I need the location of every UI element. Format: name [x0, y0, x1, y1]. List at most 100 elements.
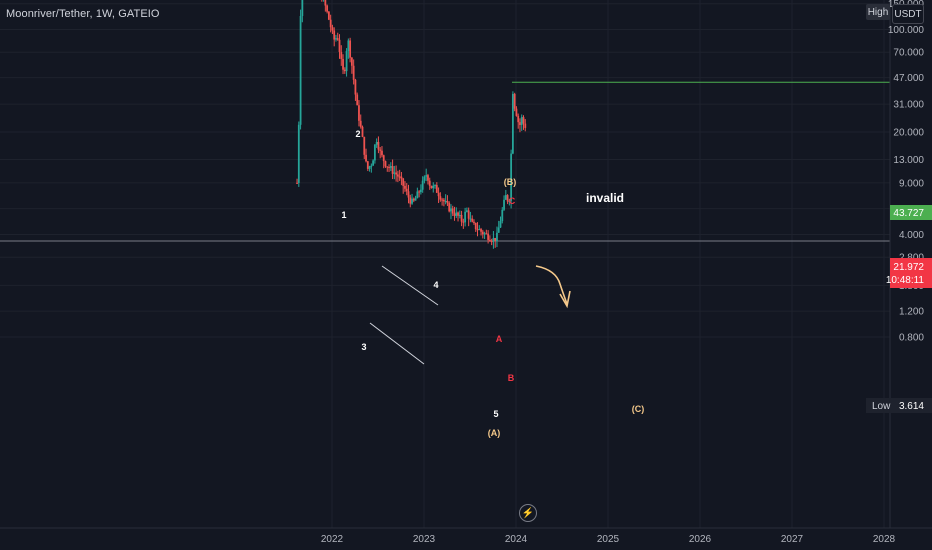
- candle-body: [342, 58, 344, 70]
- price-label-green-value: 43.727: [893, 208, 924, 219]
- candle-body: [490, 241, 493, 243]
- candle-body: [352, 65, 355, 80]
- candle-body: [416, 191, 419, 199]
- channel-upper-line[interactable]: [381, 265, 439, 306]
- candle-body: [469, 218, 472, 220]
- candle-body: [418, 191, 421, 193]
- scale-mode-button[interactable]: High: [866, 4, 890, 20]
- candle-body: [501, 209, 504, 222]
- candle-body: [448, 202, 451, 212]
- candle-body: [451, 208, 454, 214]
- candle-body: [405, 188, 408, 192]
- price-tick-label: 4.000: [899, 230, 924, 241]
- candle-body: [299, 15, 302, 125]
- drawings[interactable]: [369, 265, 571, 365]
- candle-body: [428, 180, 431, 186]
- invalid-annotation: invalid: [586, 191, 624, 205]
- candle-body: [481, 231, 484, 235]
- candle-body: [511, 93, 514, 154]
- candle-body: [373, 144, 376, 161]
- candle-body: [435, 185, 438, 193]
- candle-body: [338, 39, 341, 52]
- candle-body: [347, 40, 350, 52]
- candle-body: [335, 38, 337, 40]
- time-tick-label: 2025: [597, 534, 620, 545]
- candle-body: [453, 213, 456, 216]
- low-label-value: 3.614: [899, 401, 924, 412]
- candle-body: [430, 185, 433, 189]
- bar-countdown: 10:48:11: [886, 275, 925, 286]
- candle-body: [423, 176, 426, 181]
- candle-body: [421, 180, 424, 190]
- wave-label: 2: [355, 129, 360, 139]
- candle-body: [395, 172, 398, 175]
- candle-body: [441, 199, 444, 201]
- candle-body: [455, 212, 458, 216]
- candle-body: [446, 201, 449, 203]
- candle-body: [465, 210, 468, 212]
- price-tick-label: 70.000: [893, 48, 924, 59]
- symbol-title: Moonriver/Tether, 1W, GATEIO: [6, 8, 160, 20]
- candle-body: [297, 124, 300, 183]
- price-tick-label: 31.000: [893, 100, 924, 111]
- candle-body: [460, 214, 463, 222]
- candle-body: [450, 208, 452, 212]
- forecast-arrow[interactable]: [535, 265, 568, 305]
- candle-body: [425, 175, 428, 177]
- candle-body: [462, 221, 465, 223]
- candle-body: [389, 166, 392, 168]
- candle-body: [377, 141, 380, 150]
- time-tick-label: 2023: [413, 534, 436, 545]
- candles: [296, 0, 527, 249]
- candle-body: [379, 149, 382, 151]
- candle-body: [434, 185, 436, 187]
- wave-label: B: [508, 373, 515, 383]
- candle-body: [414, 198, 417, 201]
- candle-body: [522, 117, 525, 124]
- candle-body: [340, 51, 343, 59]
- time-tick-label: 2024: [505, 534, 528, 545]
- candle-body: [520, 117, 523, 126]
- candle-body: [296, 182, 298, 184]
- candle-body: [336, 38, 339, 40]
- price-tick-label: 20.000: [893, 128, 924, 139]
- candle-body: [388, 167, 390, 169]
- candle-body: [503, 199, 505, 210]
- candle-body: [358, 105, 360, 121]
- candle-body: [384, 161, 387, 167]
- current-price-label: [890, 258, 932, 288]
- candle-body: [524, 123, 527, 128]
- candle-body: [331, 27, 334, 31]
- wave-label: (A): [488, 428, 501, 438]
- lightning-icon[interactable]: ⚡: [519, 504, 537, 522]
- candle-body: [444, 201, 447, 203]
- candle-body: [510, 153, 513, 201]
- candle-body: [492, 237, 495, 242]
- candle-body: [467, 210, 470, 219]
- candle-body: [354, 79, 357, 95]
- wave-label: 4: [433, 280, 438, 290]
- candle-body: [485, 233, 488, 235]
- candle-body: [368, 166, 371, 169]
- candle-body: [324, 0, 327, 6]
- grid: [0, 0, 890, 528]
- candle-body: [412, 198, 415, 201]
- candle-body: [363, 136, 366, 155]
- channel-lower-line[interactable]: [369, 322, 425, 365]
- candle-body: [473, 221, 475, 223]
- horizontal-lines[interactable]: [0, 81, 890, 242]
- currency-button[interactable]: USDT: [892, 4, 924, 24]
- candle-body: [411, 198, 413, 204]
- candle-body: [398, 176, 401, 178]
- candle-body: [442, 199, 445, 202]
- candle-body: [519, 122, 521, 126]
- candle-body: [365, 154, 367, 162]
- candle-body: [404, 185, 406, 189]
- candle-body: [494, 237, 497, 242]
- candle-body: [427, 175, 429, 181]
- candle-body: [343, 69, 346, 72]
- time-axis[interactable]: 2022 2023 2024 2025 2026 2027 2028: [0, 527, 932, 550]
- candle-body: [409, 197, 412, 204]
